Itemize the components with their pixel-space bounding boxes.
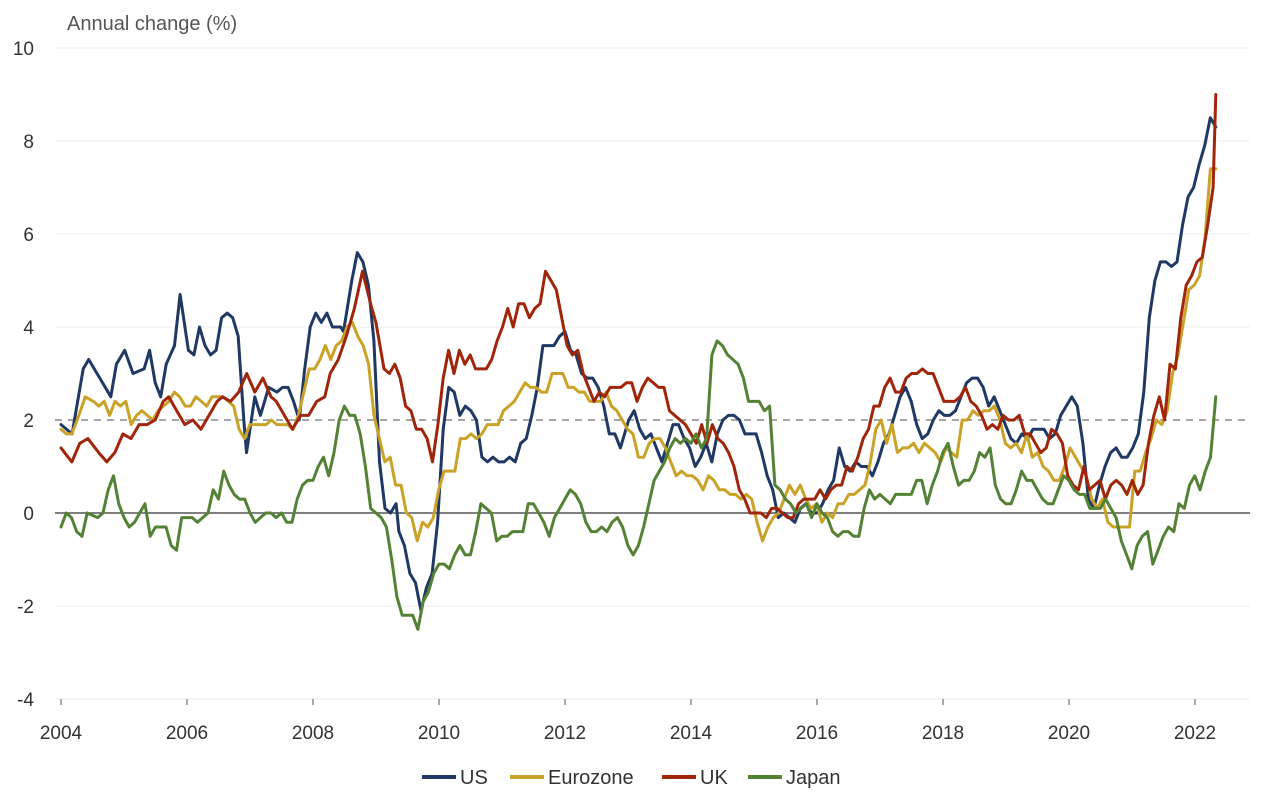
x-tick-label: 2016 [796, 723, 838, 744]
legend-label-japan: Japan [786, 767, 841, 789]
y-tick-label: 10 [13, 39, 34, 60]
x-tick-label: 2020 [1048, 723, 1090, 744]
legend-label-us: US [460, 767, 488, 789]
grid-lines [55, 47, 1250, 700]
series-lines [59, 93, 1218, 631]
y-tick-label: -4 [17, 690, 34, 711]
y-tick-label: 8 [23, 132, 34, 153]
x-tick-label: 2008 [292, 723, 334, 744]
legend-label-uk: UK [700, 767, 728, 789]
y-axis-ticks: -4 -2 0 2 4 6 8 10 [13, 39, 35, 711]
x-tick-label: 2006 [166, 723, 208, 744]
series-line-us [59, 116, 1218, 613]
x-tick-label: 2004 [40, 723, 83, 744]
y-tick-label: -2 [17, 597, 34, 618]
y-tick-label: 6 [23, 225, 34, 246]
x-tick-label: 2022 [1174, 723, 1216, 744]
y-tick-label: 0 [23, 504, 34, 525]
legend-label-eurozone: Eurozone [548, 767, 634, 789]
x-tick-label: 2018 [922, 723, 964, 744]
x-tick-label: 2010 [418, 723, 460, 744]
series-line-uk [59, 93, 1218, 520]
y-tick-label: 2 [23, 411, 34, 432]
x-tick-label: 2012 [544, 723, 586, 744]
y-tick-label: 4 [23, 318, 34, 339]
series-line-eurozone [59, 167, 1218, 543]
x-axis-ticks: 2004 2006 2008 2010 2012 2014 2016 2018 2020 2022 [40, 699, 1216, 744]
y-axis-label: Annual change (%) [67, 13, 237, 35]
x-tick-label: 2014 [670, 723, 713, 744]
series-line-japan [59, 339, 1218, 631]
legend: US Eurozone UK Japan [422, 767, 841, 789]
